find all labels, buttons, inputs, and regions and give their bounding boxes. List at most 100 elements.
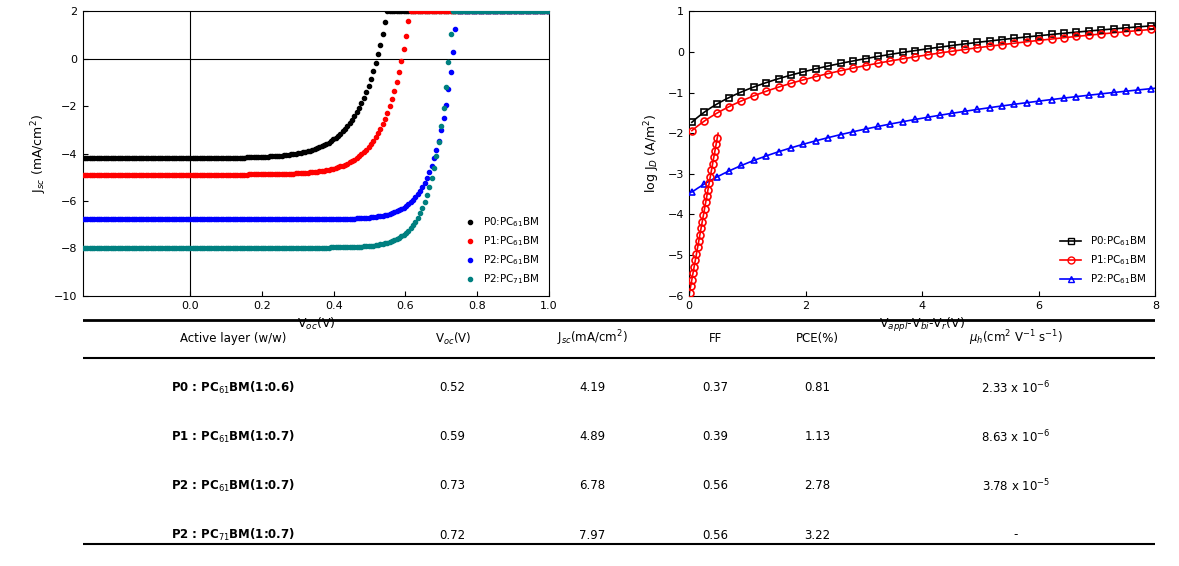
Text: 2.78: 2.78 — [804, 479, 830, 492]
Text: 0.37: 0.37 — [703, 381, 729, 394]
Line: P0:PC$_{61}$BM: P0:PC$_{61}$BM — [692, 25, 1155, 122]
Line: P1:PC$_{61}$BM: P1:PC$_{61}$BM — [80, 9, 551, 177]
P1:PC$_{61}$BM — [505, 8, 519, 15]
Text: 3.78 x 10$^{-5}$: 3.78 x 10$^{-5}$ — [982, 478, 1050, 494]
Line: P2:PC$_{71}$BM: P2:PC$_{71}$BM — [80, 9, 551, 250]
Text: P1 : PC$_{61}$BM(1:0.7): P1 : PC$_{61}$BM(1:0.7) — [171, 428, 295, 445]
P0:PC$_{61}$BM — [521, 8, 535, 15]
Y-axis label: log J$_D$ (A/m$^2$): log J$_D$ (A/m$^2$) — [643, 114, 663, 194]
P2:PC$_{61}$BM — [75, 216, 90, 223]
P0:PC$_{61}$BM — [968, 39, 982, 46]
P2:PC$_{61}$BM — [104, 216, 118, 223]
P2:PC$_{61}$BM — [968, 106, 982, 113]
P1:PC$_{61}$BM — [542, 8, 556, 15]
P2:PC$_{71}$BM — [163, 245, 177, 251]
Text: Active layer (w/w): Active layer (w/w) — [179, 332, 286, 345]
P1:PC$_{61}$BM — [163, 171, 177, 178]
Text: P2 : PC$_{71}$BM(1:0.7): P2 : PC$_{71}$BM(1:0.7) — [171, 527, 295, 543]
P1:PC$_{61}$BM — [1075, 32, 1089, 39]
P2:PC$_{61}$BM — [94, 216, 108, 223]
P1:PC$_{61}$BM — [968, 45, 982, 52]
P0:PC$_{61}$BM — [685, 119, 699, 126]
Line: P0:PC$_{61}$BM: P0:PC$_{61}$BM — [80, 9, 551, 160]
Text: 4.89: 4.89 — [579, 430, 605, 443]
P2:PC$_{71}$BM — [542, 8, 556, 15]
X-axis label: V$_{oc}$(V): V$_{oc}$(V) — [297, 316, 335, 332]
Line: P1:PC$_{61}$BM: P1:PC$_{61}$BM — [692, 29, 1155, 131]
P0:PC$_{61}$BM — [960, 40, 974, 47]
Text: 0.52: 0.52 — [440, 381, 466, 394]
Text: 3.22: 3.22 — [804, 529, 830, 542]
Text: 1.13: 1.13 — [804, 430, 830, 443]
Y-axis label: J$_{sc}$ (mA/cm$^2$): J$_{sc}$ (mA/cm$^2$) — [29, 114, 48, 193]
P2:PC$_{61}$BM — [1148, 85, 1162, 92]
P0:PC$_{61}$BM — [75, 155, 90, 161]
P1:PC$_{61}$BM — [75, 171, 90, 178]
P2:PC$_{71}$BM — [446, 8, 460, 15]
Text: $\mu_h$(cm$^2$ V$^{-1}$ s$^{-1}$): $\mu_h$(cm$^2$ V$^{-1}$ s$^{-1}$) — [969, 329, 1062, 348]
P0:PC$_{61}$BM — [104, 155, 118, 161]
P1:PC$_{61}$BM — [1148, 25, 1162, 32]
Text: 7.97: 7.97 — [579, 529, 605, 542]
P2:PC$_{61}$BM — [199, 216, 213, 223]
Text: J$_{sc}$(mA/cm$^2$): J$_{sc}$(mA/cm$^2$) — [556, 329, 627, 348]
Legend: P0:PC$_{61}$BM, P1:PC$_{61}$BM, P2:PC$_{61}$BM, P2:PC$_{71}$BM: P0:PC$_{61}$BM, P1:PC$_{61}$BM, P2:PC$_{… — [459, 212, 544, 290]
Text: PCE(%): PCE(%) — [796, 332, 839, 345]
X-axis label: V$_{appl}$-V$_{bi}$-V$_r$(V): V$_{appl}$-V$_{bi}$-V$_r$(V) — [880, 316, 966, 334]
Text: 0.56: 0.56 — [703, 529, 729, 542]
P2:PC$_{71}$BM — [94, 245, 108, 251]
P1:PC$_{61}$BM — [961, 46, 975, 53]
Text: V$_{oc}$(V): V$_{oc}$(V) — [435, 331, 470, 346]
P0:PC$_{61}$BM — [686, 118, 700, 125]
P0:PC$_{61}$BM — [1105, 25, 1119, 32]
Text: 6.78: 6.78 — [579, 479, 605, 492]
P2:PC$_{61}$BM — [163, 216, 177, 223]
P0:PC$_{61}$BM — [199, 155, 213, 161]
P1:PC$_{61}$BM — [960, 46, 974, 53]
Text: P2 : PC$_{61}$BM(1:0.7): P2 : PC$_{61}$BM(1:0.7) — [171, 478, 295, 494]
P1:PC$_{61}$BM — [685, 127, 699, 134]
P1:PC$_{61}$BM — [1105, 29, 1119, 36]
P0:PC$_{61}$BM — [961, 40, 975, 47]
Text: 4.19: 4.19 — [579, 381, 605, 394]
P1:PC$_{61}$BM — [94, 171, 108, 178]
P2:PC$_{71}$BM — [104, 245, 118, 251]
Text: 0.39: 0.39 — [703, 430, 729, 443]
P1:PC$_{61}$BM — [403, 8, 417, 15]
P0:PC$_{61}$BM — [163, 155, 177, 161]
P0:PC$_{61}$BM — [505, 8, 519, 15]
P2:PC$_{71}$BM — [75, 245, 90, 251]
Text: 0.73: 0.73 — [440, 479, 466, 492]
P2:PC$_{71}$BM — [505, 8, 519, 15]
P1:PC$_{61}$BM — [686, 126, 700, 133]
P2:PC$_{71}$BM — [521, 8, 535, 15]
Legend: P0:PC$_{61}$BM, P1:PC$_{61}$BM, P2:PC$_{61}$BM: P0:PC$_{61}$BM, P1:PC$_{61}$BM, P2:PC$_{… — [1056, 230, 1151, 290]
Text: P0 : PC$_{61}$BM(1:0.6): P0 : PC$_{61}$BM(1:0.6) — [171, 380, 295, 396]
P1:PC$_{61}$BM — [199, 171, 213, 178]
P2:PC$_{61}$BM — [686, 188, 700, 195]
P2:PC$_{61}$BM — [685, 188, 699, 195]
Text: 0.72: 0.72 — [440, 529, 466, 542]
Text: 8.63 x 10$^{-6}$: 8.63 x 10$^{-6}$ — [981, 428, 1050, 445]
P1:PC$_{61}$BM — [104, 171, 118, 178]
P2:PC$_{61}$BM — [542, 8, 556, 15]
P2:PC$_{71}$BM — [199, 245, 213, 251]
Text: 2.33 x 10$^{-6}$: 2.33 x 10$^{-6}$ — [981, 379, 1050, 396]
P2:PC$_{61}$BM — [505, 8, 519, 15]
P2:PC$_{61}$BM — [521, 8, 535, 15]
Text: 0.56: 0.56 — [703, 479, 729, 492]
Line: P2:PC$_{61}$BM: P2:PC$_{61}$BM — [692, 88, 1155, 192]
P0:PC$_{61}$BM — [380, 8, 394, 15]
P2:PC$_{61}$BM — [961, 108, 975, 114]
P0:PC$_{61}$BM — [1148, 22, 1162, 29]
P2:PC$_{61}$BM — [960, 108, 974, 114]
Text: -: - — [1014, 529, 1019, 542]
Text: 0.59: 0.59 — [440, 430, 466, 443]
Text: FF: FF — [709, 332, 723, 345]
Line: P2:PC$_{61}$BM: P2:PC$_{61}$BM — [80, 9, 551, 221]
P2:PC$_{61}$BM — [1105, 89, 1119, 96]
P0:PC$_{61}$BM — [1075, 28, 1089, 35]
P0:PC$_{61}$BM — [542, 8, 556, 15]
P2:PC$_{61}$BM — [1075, 92, 1089, 99]
Text: 0.81: 0.81 — [804, 381, 830, 394]
